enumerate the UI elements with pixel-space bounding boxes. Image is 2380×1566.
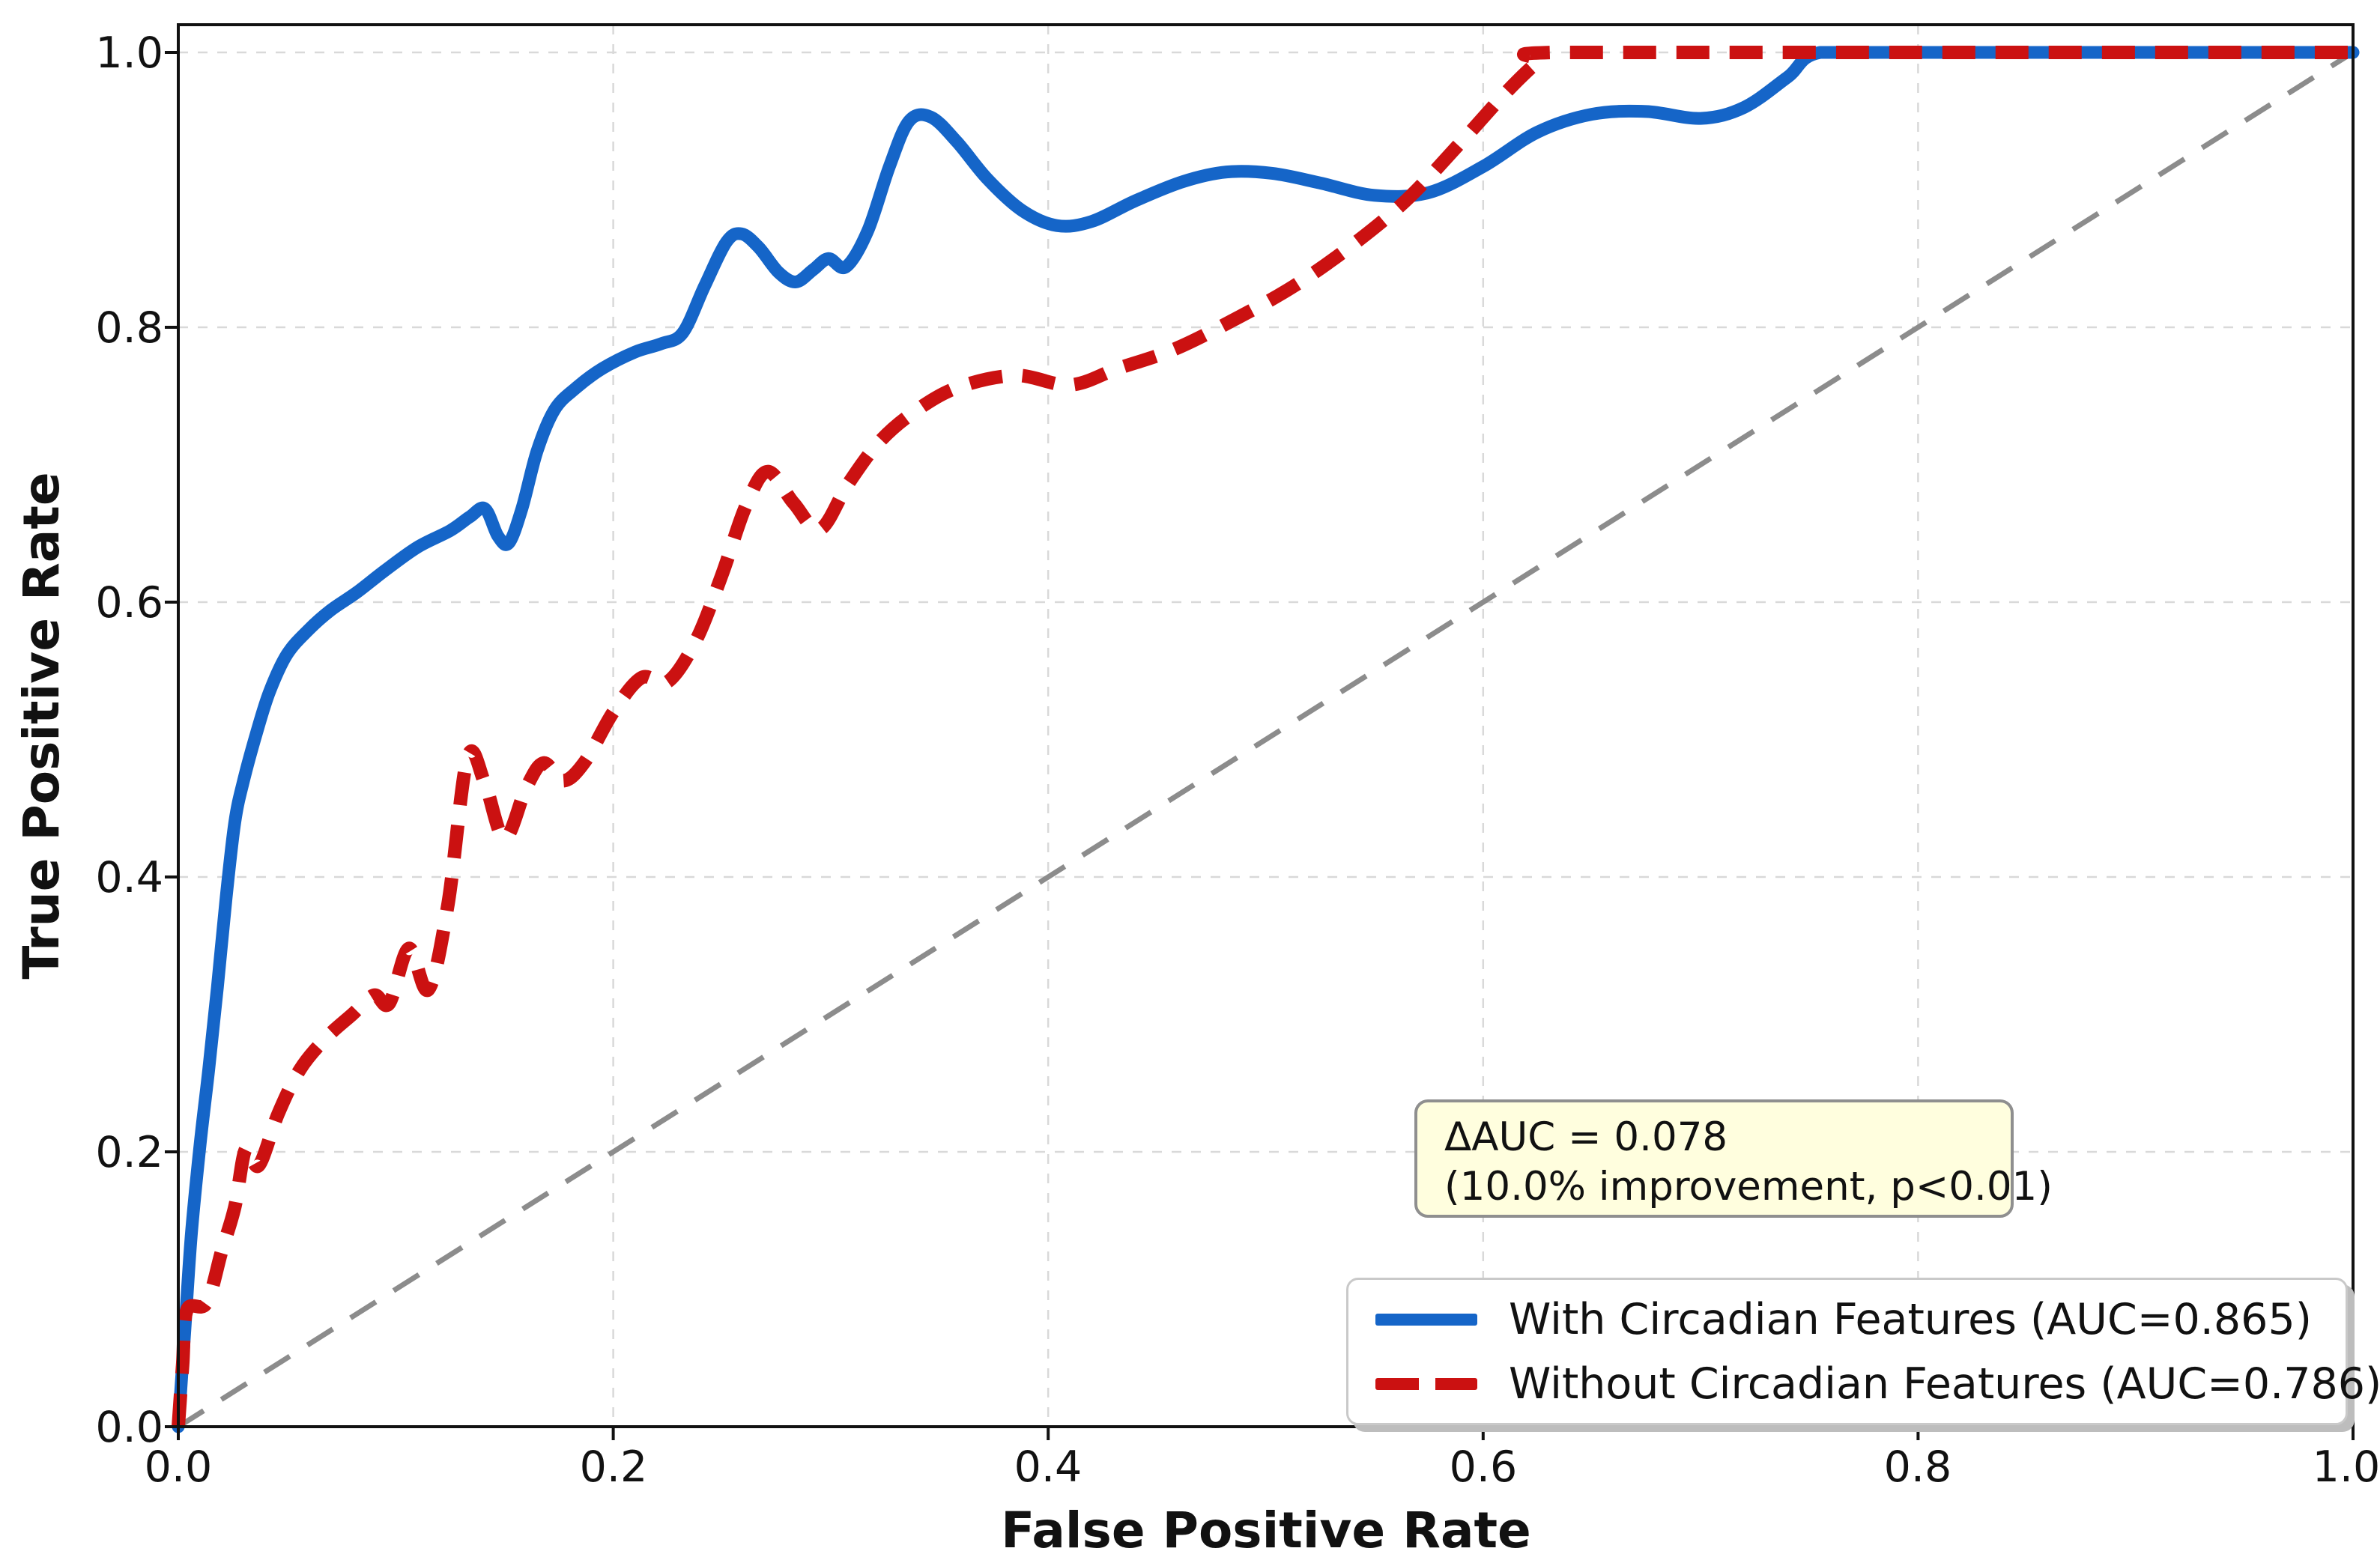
legend-row-without-circadian: Without Circadian Features (AUC=0.786) xyxy=(1375,1359,2380,1409)
y-tick-labels: 0.0 0.2 0.4 0.6 0.8 1.0 xyxy=(95,28,163,1452)
blue-solid-line-swatch xyxy=(1375,1313,1477,1326)
y-tick-label: 0.2 xyxy=(95,1128,163,1177)
x-tick-label: 0.2 xyxy=(580,1442,648,1492)
x-tick-label: 1.0 xyxy=(2313,1442,2380,1492)
y-tick-label: 0.6 xyxy=(95,578,163,628)
chance-diagonal-line xyxy=(177,50,2355,1429)
x-tick-label: 0.8 xyxy=(1884,1442,1952,1492)
y-tick-label: 0.0 xyxy=(95,1403,163,1452)
plot-frame xyxy=(177,23,2355,1428)
x-tick-label: 0.0 xyxy=(145,1442,213,1492)
delta-auc-line1: ΔAUC = 0.078 xyxy=(1444,1114,1728,1160)
y-axis-title: True Positive Rate xyxy=(13,472,70,979)
roc-curve-with-circadian xyxy=(172,46,2360,1433)
axis-ticks xyxy=(165,51,2355,1440)
red-dashed-line-swatch xyxy=(1375,1377,1477,1390)
legend-label: Without Circadian Features (AUC=0.786) xyxy=(1509,1359,2380,1409)
x-tick-label: 0.4 xyxy=(1014,1442,1082,1492)
x-tick-labels: 0.0 0.2 0.4 0.6 0.8 1.0 xyxy=(145,1442,2380,1492)
y-tick-label: 0.8 xyxy=(95,303,163,353)
x-axis-title: False Positive Rate xyxy=(1001,1502,1531,1559)
x-tick-label: 0.6 xyxy=(1450,1442,1518,1492)
roc-curve-without-circadian xyxy=(172,45,2353,1427)
roc-curves xyxy=(172,45,2360,1433)
delta-auc-line2: (10.0% improvement, p<0.01) xyxy=(1444,1164,2053,1210)
legend-label: With Circadian Features (AUC=0.865) xyxy=(1509,1294,2312,1344)
legend: With Circadian Features (AUC=0.865) With… xyxy=(1346,1278,2380,1425)
delta-auc-annotation: ΔAUC = 0.078 (10.0% improvement, p<0.01) xyxy=(1414,1099,2053,1218)
legend-row-with-circadian: With Circadian Features (AUC=0.865) xyxy=(1375,1294,2346,1344)
y-tick-label: 0.4 xyxy=(95,853,163,902)
gridlines xyxy=(178,25,2353,1427)
y-tick-label: 1.0 xyxy=(95,28,163,78)
